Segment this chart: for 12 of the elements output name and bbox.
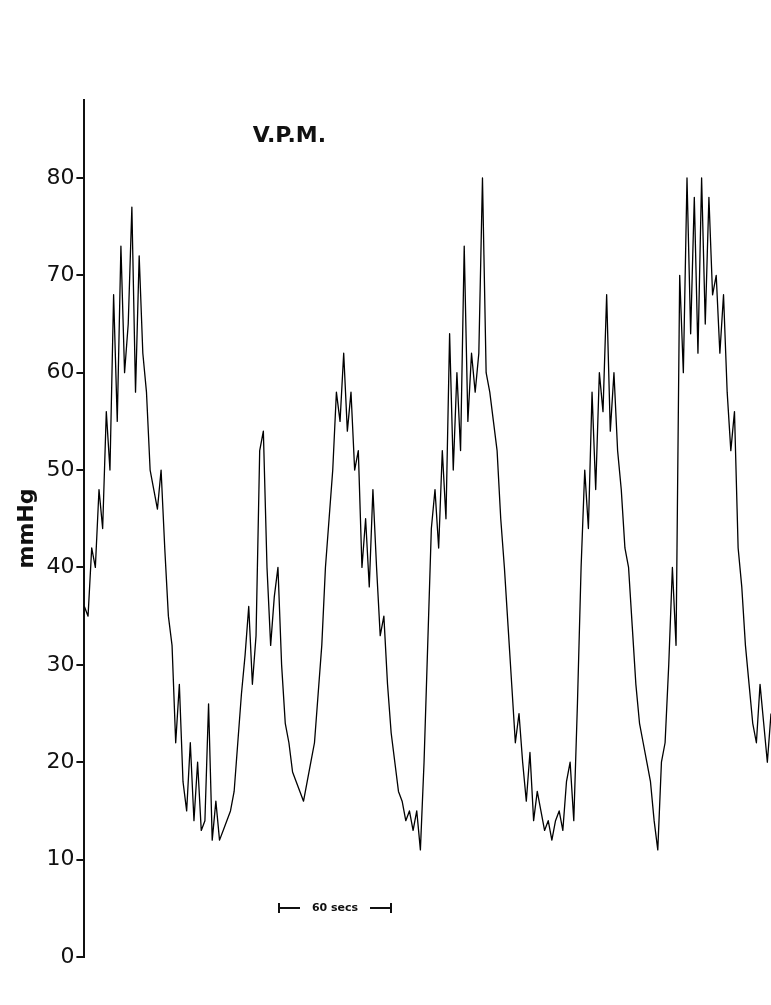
annotation: 60 secs bbox=[310, 900, 360, 916]
y-tick-label: 10 bbox=[46, 845, 75, 871]
y-tick-label: 70 bbox=[46, 261, 75, 287]
y-tick-label: 50 bbox=[46, 455, 75, 481]
y-tick-label: 20 bbox=[46, 747, 75, 773]
y-axis-title: mmHg bbox=[12, 488, 38, 569]
y-tick-label: 60 bbox=[46, 358, 75, 384]
y-tick-label: 0 bbox=[60, 942, 75, 968]
text: V.P.M. bbox=[252, 121, 327, 147]
y-tick-label: 80 bbox=[46, 163, 75, 189]
y-tick-label: 40 bbox=[46, 553, 75, 579]
y-tick-label: 30 bbox=[46, 650, 75, 676]
